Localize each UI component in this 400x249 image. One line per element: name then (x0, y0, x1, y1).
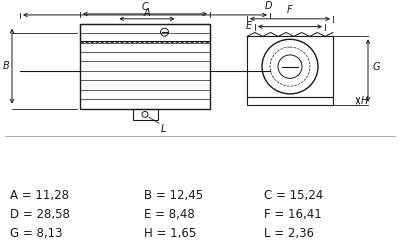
Bar (247, 36, 333, 97)
Text: L = 2,36: L = 2,36 (264, 227, 314, 240)
Text: B = 12,45: B = 12,45 (144, 189, 203, 202)
Text: E = 8,48: E = 8,48 (144, 208, 195, 221)
Text: F: F (287, 5, 293, 15)
Text: G: G (373, 62, 380, 72)
Bar (247, 97, 333, 105)
Text: B: B (3, 61, 9, 71)
Text: H: H (361, 96, 368, 106)
Text: D: D (265, 1, 272, 11)
Text: D = 28,58: D = 28,58 (10, 208, 70, 221)
Text: L: L (161, 124, 166, 134)
Text: H = 1,65: H = 1,65 (144, 227, 196, 240)
Text: F = 16,41: F = 16,41 (264, 208, 322, 221)
Text: A: A (144, 8, 150, 18)
Text: E: E (246, 21, 252, 31)
Text: C = 15,24: C = 15,24 (264, 189, 323, 202)
Text: C: C (142, 1, 148, 11)
Bar (132, 109, 158, 120)
Bar (80, 24, 210, 109)
Text: A = 11,28: A = 11,28 (10, 189, 69, 202)
Text: G = 8,13: G = 8,13 (10, 227, 62, 240)
Bar (80, 24, 210, 41)
